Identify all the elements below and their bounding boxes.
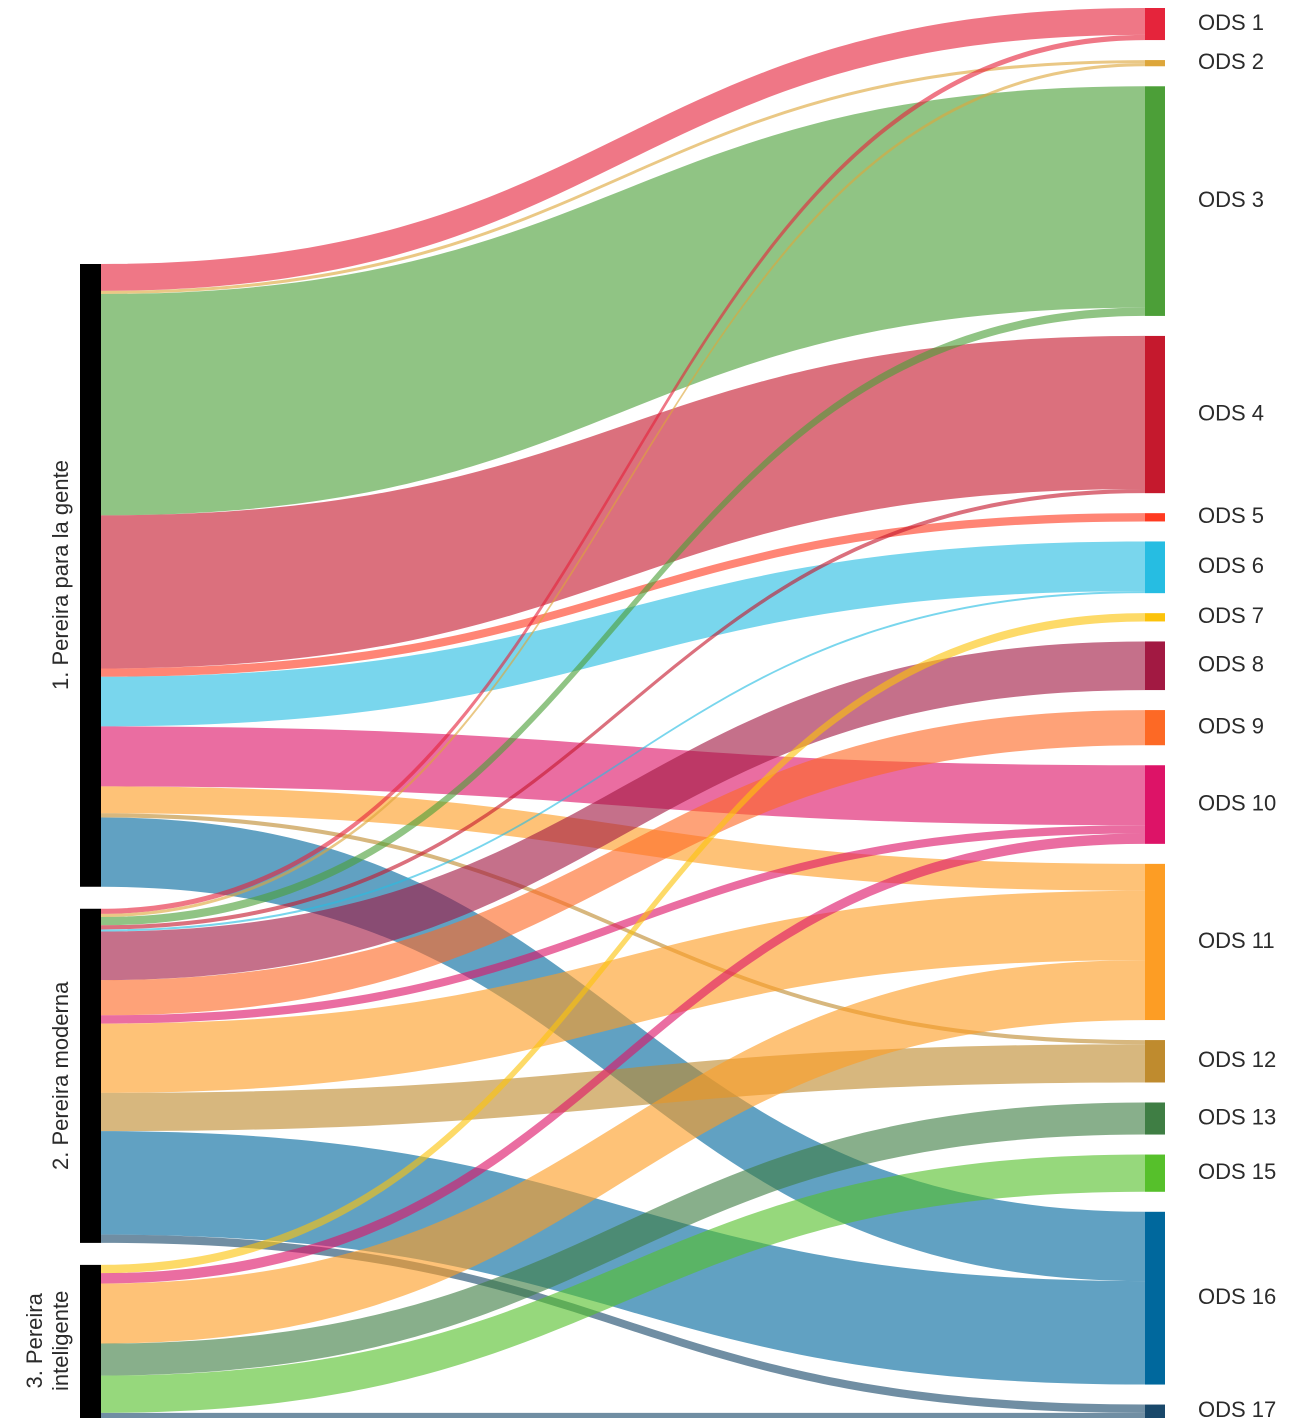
link — [101, 86, 1145, 516]
link — [101, 813, 1145, 1045]
link — [101, 1044, 1145, 1132]
link — [101, 513, 1145, 677]
node-label: ODS 5 — [1198, 503, 1264, 528]
node-label: ODS 1 — [1198, 10, 1264, 35]
link — [101, 641, 1145, 981]
node — [1145, 863, 1165, 1021]
node — [1145, 513, 1165, 522]
node-label: ODS 10 — [1198, 790, 1276, 815]
node-label: ODS 8 — [1198, 652, 1264, 677]
link — [101, 817, 1145, 1282]
link — [101, 1412, 1145, 1418]
link — [101, 960, 1145, 1344]
link — [101, 1131, 1145, 1385]
link — [101, 726, 1145, 826]
node — [1145, 86, 1165, 316]
node-label: ODS 4 — [1198, 400, 1264, 425]
node-label: ODS 3 — [1198, 187, 1264, 212]
link — [101, 1154, 1145, 1413]
node-label: ODS 7 — [1198, 603, 1264, 628]
link — [101, 1102, 1145, 1376]
node — [80, 908, 101, 1243]
link — [101, 34, 1145, 914]
node-label: ODS 13 — [1198, 1104, 1276, 1129]
node — [1145, 613, 1165, 622]
node-label: ODS 17 — [1198, 1397, 1276, 1420]
node — [1145, 8, 1165, 41]
link — [101, 60, 1145, 294]
link — [101, 786, 1145, 891]
link — [101, 307, 1145, 926]
link — [101, 1234, 1145, 1413]
link — [101, 335, 1145, 669]
node-label: ODS 9 — [1198, 713, 1264, 738]
node-label: ODS 15 — [1198, 1159, 1276, 1184]
link — [101, 591, 1145, 932]
node — [1145, 765, 1165, 844]
node-label: 2. Pereira moderna — [48, 981, 73, 1170]
link — [101, 833, 1145, 1284]
node — [1145, 1040, 1165, 1083]
node-label: ODS 12 — [1198, 1047, 1276, 1072]
node — [1145, 1154, 1165, 1192]
link — [101, 489, 1145, 930]
node — [1145, 541, 1165, 594]
node — [1145, 1102, 1165, 1135]
node — [1145, 335, 1165, 494]
node-label: ODS 2 — [1198, 49, 1264, 74]
node-label: 3. Pereira inteligente — [22, 1291, 73, 1392]
node — [1145, 710, 1165, 746]
node — [1145, 1211, 1165, 1385]
node-label: ODS 6 — [1198, 553, 1264, 578]
link — [101, 63, 1145, 918]
link — [101, 8, 1145, 291]
node — [1145, 1404, 1165, 1418]
link — [101, 890, 1145, 1093]
node — [1145, 641, 1165, 691]
node-label: ODS 11 — [1198, 928, 1275, 953]
link — [101, 710, 1145, 1016]
node — [80, 264, 101, 887]
node-label: 1. Pereira para la gente — [48, 460, 73, 691]
node — [1145, 60, 1165, 67]
link — [101, 825, 1145, 1024]
link — [101, 613, 1145, 1274]
link — [101, 541, 1145, 727]
node-label: ODS 16 — [1198, 1284, 1276, 1309]
node — [80, 1264, 101, 1418]
